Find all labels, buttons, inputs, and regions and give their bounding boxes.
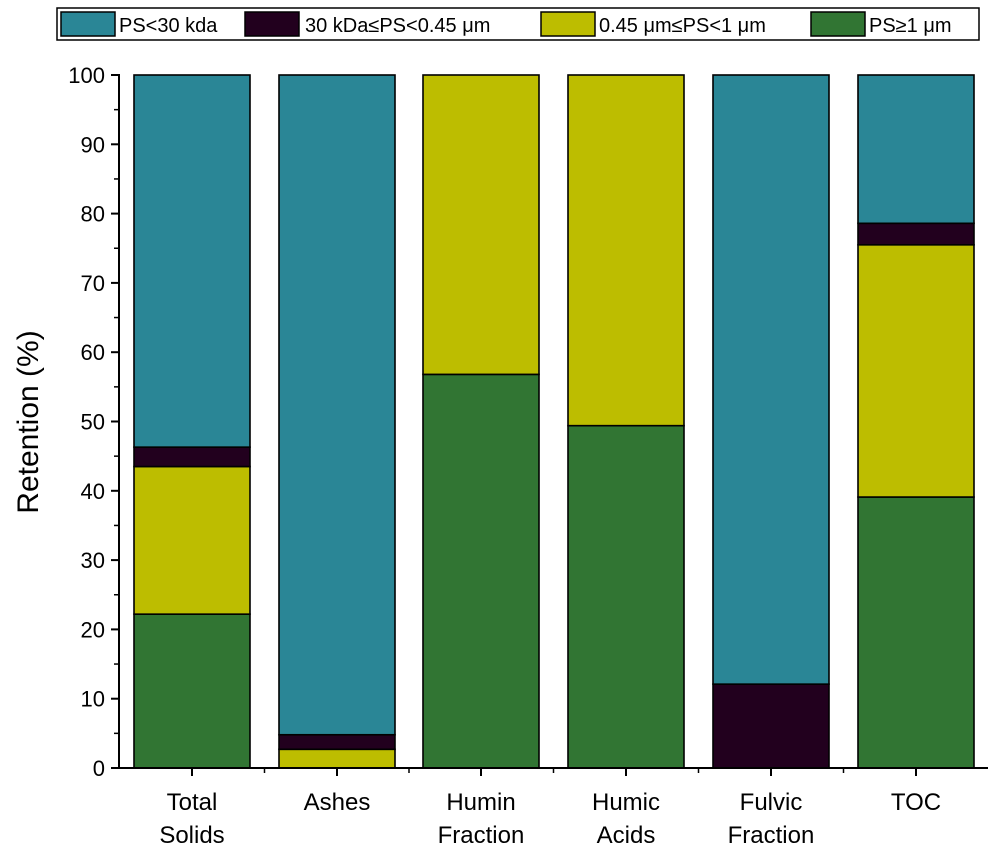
bar-segment-1-4	[133, 74, 251, 448]
y-tick-label-40: 40	[81, 479, 105, 504]
bar-segment-4-1	[567, 424, 685, 769]
x-tick-label-1-1: Total	[167, 789, 218, 816]
y-tick-label-100: 100	[68, 63, 105, 88]
x-tick-label-6-1: TOC	[891, 789, 941, 816]
x-tick-label-4-1: Humic	[592, 789, 660, 816]
legend-label-3: 0.45 μm≤PS<1 μm	[599, 15, 766, 37]
y-tick-label-60: 60	[81, 340, 105, 365]
bar-segment-6-2	[857, 243, 975, 498]
x-tick-label-5-1: Fulvic	[740, 789, 803, 816]
legend-swatch-4	[810, 11, 866, 37]
bars	[133, 74, 975, 769]
y-tick-label-90: 90	[81, 132, 105, 157]
y-tick-label-10: 10	[81, 687, 105, 712]
legend-swatch-2	[244, 11, 300, 37]
legend-swatch-3	[540, 11, 596, 37]
bar-segment-6-3	[857, 222, 975, 246]
x-tick-label-3-2: Fraction	[438, 822, 525, 849]
y-tick-label-30: 30	[81, 548, 105, 573]
y-axis-label: Retention (%)	[12, 330, 45, 513]
legend-label-1: PS<30 kda	[119, 15, 218, 37]
bar-segment-1-2	[133, 465, 251, 615]
axes: 0 10 20 30 40 50 60 70 80 90 100 Total Solids Ashes Hu…	[68, 63, 988, 849]
y-tick-label-70: 70	[81, 271, 105, 296]
legend: PS<30 kda 30 kDa≤PS<0.45 μm 0.45 μm≤PS<1 μ…	[56, 7, 980, 41]
y-tick-label-0: 0	[93, 756, 105, 781]
bar-segment-1-3	[133, 446, 251, 468]
bar-segment-2-2	[278, 748, 396, 769]
bar-segment-5-4	[712, 74, 830, 685]
legend-swatch-1	[60, 11, 116, 37]
legend-label-4: PS≥1 μm	[869, 15, 952, 37]
x-tick-label-4-2: Acids	[597, 822, 656, 849]
bar-segment-5-3	[712, 683, 830, 769]
x-tick-label-5-2: Fraction	[728, 822, 815, 849]
bar-segment-6-4	[857, 74, 975, 225]
x-tick-label-1-2: Solids	[159, 822, 224, 849]
bar-segment-4-2	[567, 74, 685, 427]
x-tick-label-2-1: Ashes	[304, 789, 371, 816]
bar-segment-3-1	[422, 373, 540, 769]
bar-segment-2-4	[278, 74, 396, 736]
bar-segment-6-1	[857, 496, 975, 769]
bar-segment-3-2	[422, 74, 540, 376]
y-tick-label-50: 50	[81, 410, 105, 435]
bar-segment-2-3	[278, 733, 396, 751]
y-tick-label-20: 20	[81, 617, 105, 642]
bar-segment-1-1	[133, 613, 251, 769]
y-tick-label-80: 80	[81, 202, 105, 227]
legend-label-2: 30 kDa≤PS<0.45 μm	[305, 15, 490, 37]
x-tick-label-3-1: Humin	[446, 789, 515, 816]
